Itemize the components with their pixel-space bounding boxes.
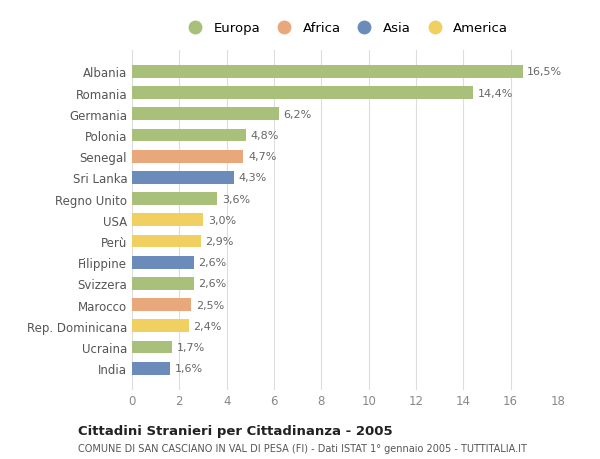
Text: 2,4%: 2,4% bbox=[194, 321, 222, 331]
Text: 1,7%: 1,7% bbox=[177, 342, 205, 352]
Bar bbox=[132, 256, 194, 269]
Bar bbox=[132, 214, 203, 227]
Text: 14,4%: 14,4% bbox=[478, 89, 513, 98]
Bar bbox=[132, 108, 279, 121]
Text: 4,8%: 4,8% bbox=[250, 131, 279, 141]
Text: 3,0%: 3,0% bbox=[208, 215, 236, 225]
Bar bbox=[132, 193, 217, 206]
Bar bbox=[132, 129, 245, 142]
Bar bbox=[132, 87, 473, 100]
Text: 4,3%: 4,3% bbox=[239, 173, 267, 183]
Text: 1,6%: 1,6% bbox=[175, 364, 203, 373]
Bar bbox=[132, 320, 189, 332]
Text: 6,2%: 6,2% bbox=[283, 110, 312, 119]
Text: 2,6%: 2,6% bbox=[198, 257, 227, 268]
Text: 2,6%: 2,6% bbox=[198, 279, 227, 289]
Bar bbox=[132, 172, 234, 185]
Text: 3,6%: 3,6% bbox=[222, 194, 250, 204]
Legend: Europa, Africa, Asia, America: Europa, Africa, Asia, America bbox=[179, 20, 511, 38]
Bar bbox=[132, 341, 172, 353]
Text: 2,5%: 2,5% bbox=[196, 300, 224, 310]
Text: COMUNE DI SAN CASCIANO IN VAL DI PESA (FI) - Dati ISTAT 1° gennaio 2005 - TUTTIT: COMUNE DI SAN CASCIANO IN VAL DI PESA (F… bbox=[78, 443, 527, 453]
Bar bbox=[132, 277, 194, 290]
Text: Cittadini Stranieri per Cittadinanza - 2005: Cittadini Stranieri per Cittadinanza - 2… bbox=[78, 424, 392, 437]
Text: 4,7%: 4,7% bbox=[248, 152, 277, 162]
Text: 16,5%: 16,5% bbox=[527, 67, 562, 77]
Bar bbox=[132, 362, 170, 375]
Bar bbox=[132, 66, 523, 78]
Text: 2,9%: 2,9% bbox=[205, 236, 234, 246]
Bar bbox=[132, 235, 200, 248]
Bar bbox=[132, 151, 243, 163]
Bar bbox=[132, 298, 191, 311]
